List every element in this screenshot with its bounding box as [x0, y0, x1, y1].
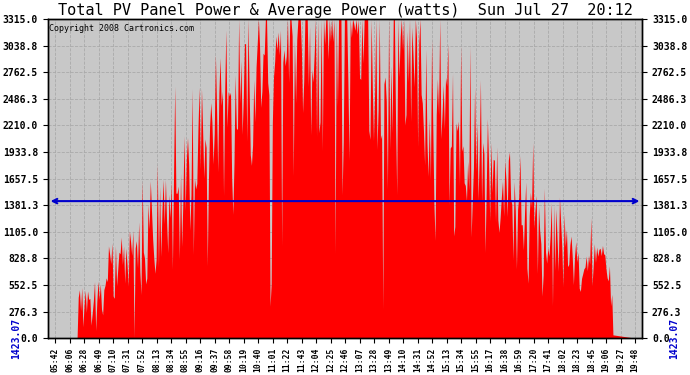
Text: 1423.07: 1423.07	[669, 318, 679, 358]
Text: 1423.07: 1423.07	[11, 318, 21, 358]
Title: Total PV Panel Power & Average Power (watts)  Sun Jul 27  20:12: Total PV Panel Power & Average Power (wa…	[57, 3, 633, 18]
Text: Copyright 2008 Cartronics.com: Copyright 2008 Cartronics.com	[49, 24, 194, 33]
